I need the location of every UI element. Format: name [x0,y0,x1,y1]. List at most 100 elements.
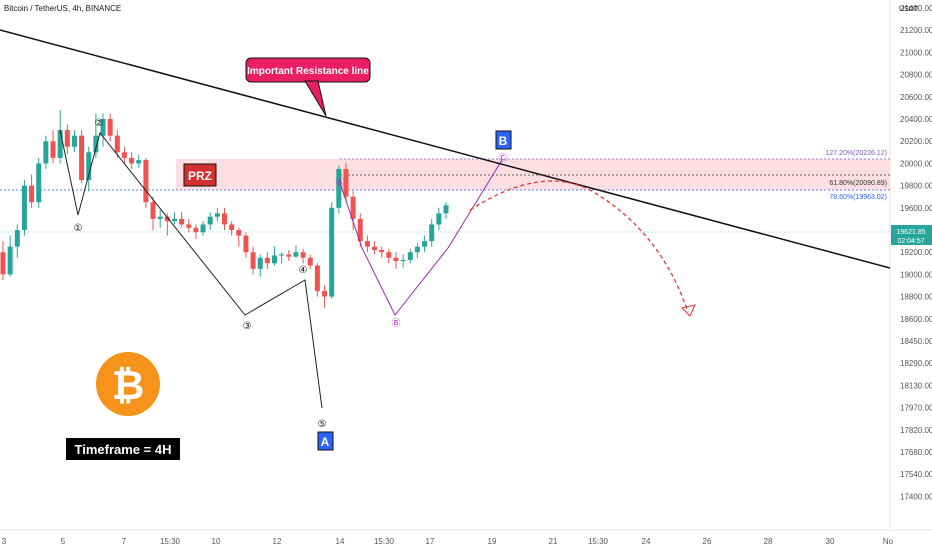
price-tick-label: 20600.00 [900,93,932,102]
time-tick-label: 14 [336,537,345,546]
wave-a-box [317,431,334,451]
candle-body [336,168,342,208]
chart-title: Bitcoin / TetherUS, 4h, BINANCE [4,4,121,13]
abc-lines [339,159,503,316]
price-tick-label: 18450.00 [900,337,932,346]
time-tick-label: 12 [273,537,282,546]
time-tick-label: 24 [642,537,651,546]
price-tick-label: 21400.00 [900,4,932,13]
fib-786-label: 78.60%(19963.02) [829,194,887,201]
candle-body [264,257,270,264]
resistance-callout-text: Important Resistance line [247,66,369,77]
candle-body [121,152,127,158]
prz-label-box [183,163,217,187]
candles-group [0,110,449,308]
candle-body [157,216,163,219]
candle-body [329,207,335,297]
wave-b-text: B [499,134,508,148]
time-tick-label: 17 [426,537,435,546]
currency-label: USDT [899,6,919,13]
bitcoin-logo-icon [96,352,160,416]
price-tag-value: 19621.85 [896,229,925,236]
candle-body [86,152,92,181]
candle-body [193,227,199,233]
candle-body [407,252,413,260]
candle-body [393,257,399,262]
candle-body [93,135,99,153]
wave-b-box [495,130,512,150]
price-tick-label: 17970.00 [900,404,932,413]
subwave-c-label: Ⓒ [498,153,507,163]
time-tick-label: 21 [549,537,558,546]
candle-body [414,246,420,253]
candle-body [143,160,149,203]
time-tick-label: 15:30 [374,537,395,546]
price-tick-label: 20200.00 [900,137,932,146]
price-tick-label: 21000.00 [900,48,932,57]
wave-a-text: A [321,435,330,449]
candle-body [150,202,156,219]
candle-body [221,213,228,225]
timeframe-text: Timeframe = 4H [75,442,172,457]
prz-label-text: PRZ [188,169,212,183]
candle-body [229,224,235,230]
time-tick-label: 7 [122,537,127,546]
candle-body [7,246,13,275]
candle-body [100,119,106,136]
price-tick-label: 17820.00 [900,426,932,435]
candle-body [71,135,77,147]
price-tick-label: 20400.00 [900,115,932,124]
candle-body [250,252,256,269]
candle-body [350,196,356,219]
price-tick-label: 21200.00 [900,26,932,35]
candle-body [164,216,170,222]
candle-body [186,224,192,228]
price-tick-label: 20000.00 [900,159,932,168]
time-axis-ticks: 3 5 7 15:30 10 12 14 15:30 17 19 21 15:30 24 26 28 30 No [2,537,894,546]
price-tick-label: 18290.00 [900,359,932,368]
candle-body [422,241,428,247]
time-tick-label: 26 [703,537,712,546]
candle-body [300,252,306,258]
candle-body [207,216,213,225]
resistance-line [0,29,891,269]
candle-body [343,168,349,197]
price-tick-label: 20800.00 [900,71,932,80]
candle-body [386,252,392,258]
wave-2-label: ② [95,118,104,129]
candle-body [243,235,249,253]
price-tick-label: 19600.00 [900,204,932,213]
price-tick-label: 18130.00 [900,381,932,390]
time-tick-label: 15:30 [160,537,181,546]
time-tick-label: 19 [488,537,497,546]
candle-body [286,254,292,257]
timeframe-box [66,438,180,460]
candle-body [364,241,370,247]
candle-body [14,230,20,247]
candle-body [443,205,449,214]
candle-body [50,141,56,158]
candle-body [200,224,206,233]
wave-5-label: ⑤ [318,419,327,430]
wave-1-label: ① [74,223,83,234]
candle-body [36,163,42,203]
candle-body [257,257,263,269]
candle-body [429,224,435,242]
prz-zone [176,159,890,190]
price-tick-label: 17680.00 [900,448,932,457]
fib-127-label: 127.20%(20226.12) [826,150,888,157]
time-tick-label: No [883,537,894,546]
subwave-b-label: Ⓑ [391,318,400,328]
candle-body [400,259,406,262]
candle-body [357,218,363,242]
candle-body [236,230,242,236]
candle-body [293,252,299,257]
candle-body [322,291,328,297]
candle-body [29,185,35,203]
candle-body [436,213,442,225]
candle-body [379,249,385,253]
candle-body [307,257,313,266]
candle-body [57,130,63,158]
time-tick-label: 5 [61,537,66,546]
